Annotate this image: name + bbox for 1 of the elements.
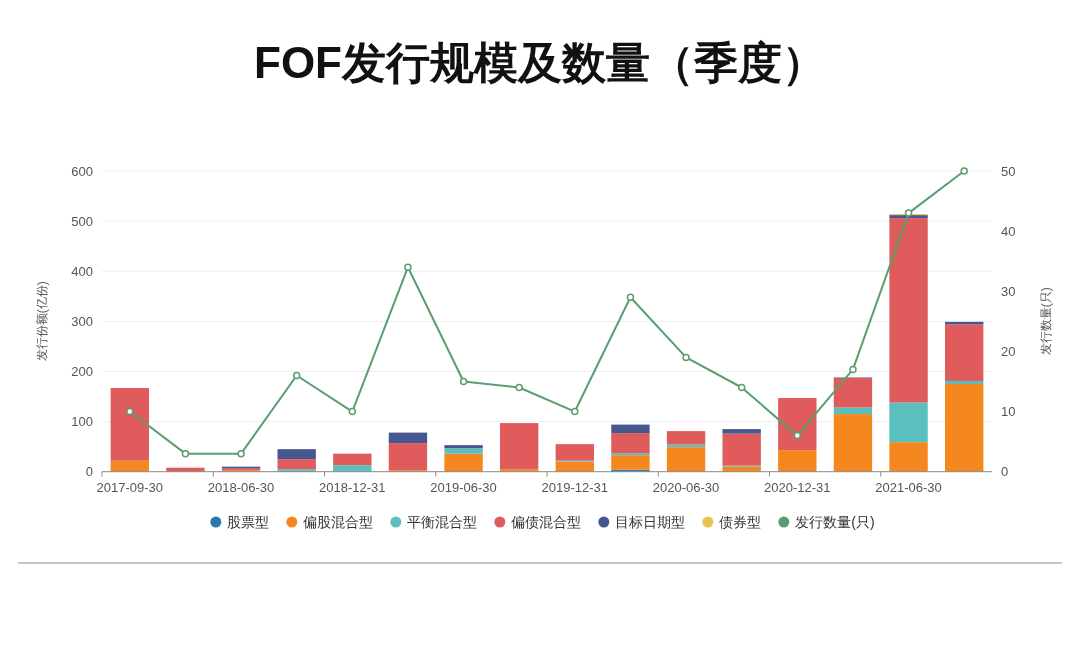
title: FOF发行规模及数量（季度）	[254, 38, 826, 87]
